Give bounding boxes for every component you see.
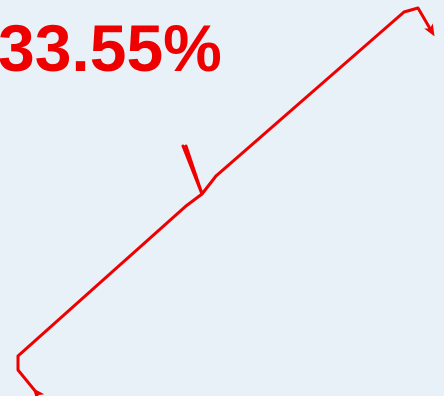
percentage-label: 33.55%	[0, 11, 222, 85]
brace-left-segment	[16, 144, 204, 396]
brace-right-segment	[200, 6, 435, 196]
brace-center-point	[181, 144, 218, 196]
